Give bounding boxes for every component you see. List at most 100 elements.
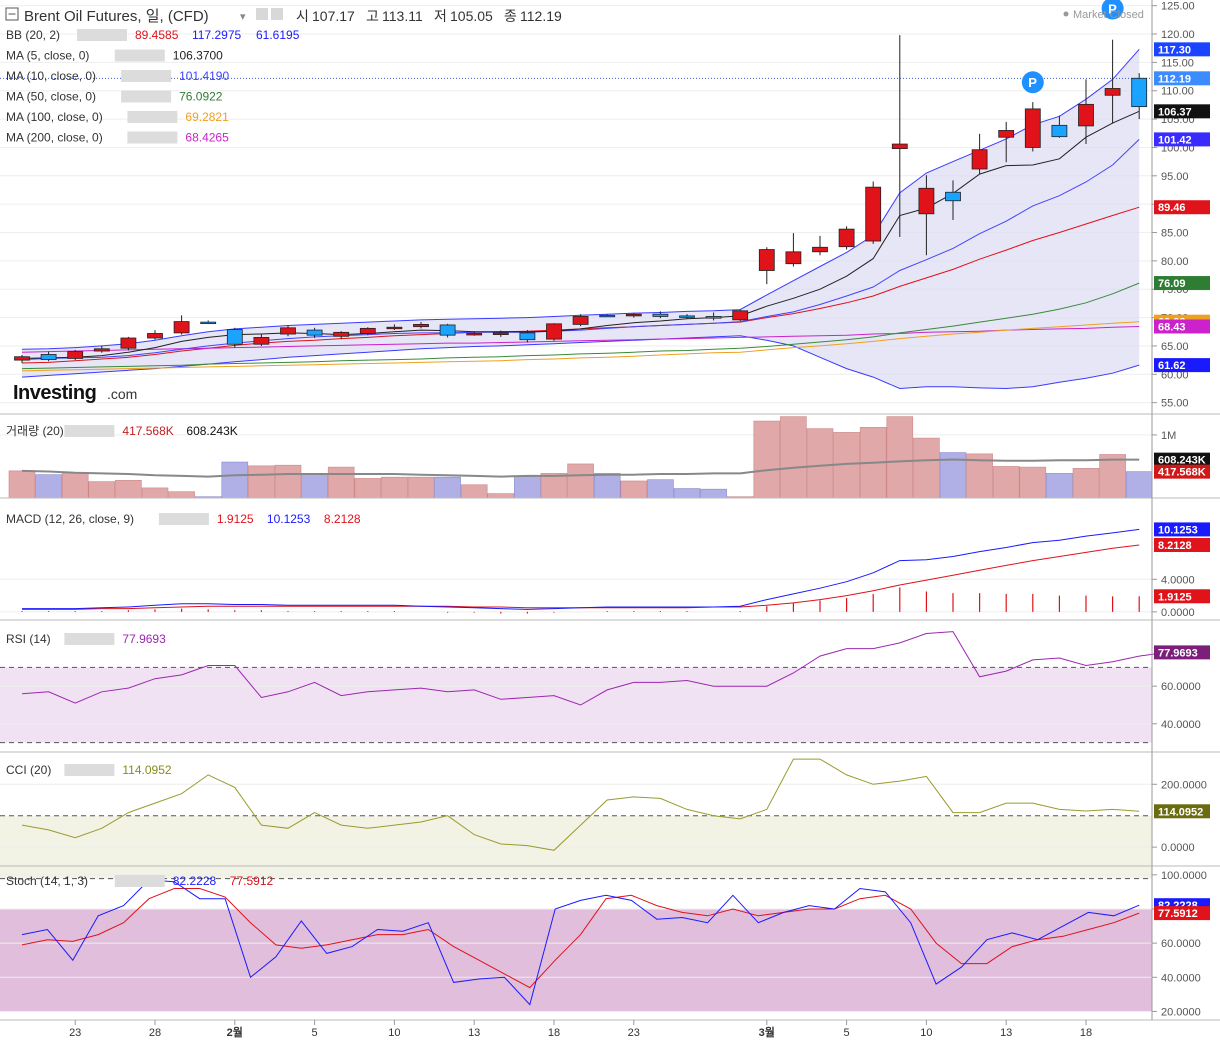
price-tag-2-text: 106.37 bbox=[1158, 106, 1192, 118]
symbol-dropdown-icon[interactable]: ▾ bbox=[240, 11, 246, 23]
candle bbox=[838, 226, 855, 250]
candle-body bbox=[519, 332, 536, 341]
macd-tag-1-bg bbox=[1154, 537, 1210, 552]
volume-bar bbox=[1019, 466, 1047, 499]
rsi-axis-tick-label-0: 60.0000 bbox=[1161, 681, 1201, 693]
pivot-marker-1[interactable]: P bbox=[1101, 0, 1124, 20]
candle-body bbox=[226, 329, 243, 345]
candle-body bbox=[945, 191, 961, 202]
candle bbox=[147, 330, 163, 340]
cci-tag-0-text: 114.0952 bbox=[1158, 806, 1203, 818]
price-legend-row-0-label: BB (20, 2) bbox=[6, 28, 60, 42]
pivot-marker-0[interactable]: P bbox=[1021, 71, 1044, 94]
cci-legend-label: CCI (20) bbox=[6, 763, 51, 777]
price-legend-row-0: BB (20, 2) 89.4585 117.2975 61.6195 bbox=[6, 28, 300, 42]
candle bbox=[679, 314, 695, 319]
price-legend-row-4-settings-icons[interactable] bbox=[127, 111, 178, 123]
candle bbox=[120, 336, 137, 351]
candle-body bbox=[1104, 88, 1121, 96]
candle bbox=[14, 355, 30, 363]
price-legend-row-5-settings-icons[interactable] bbox=[127, 131, 178, 144]
price-tag-0-bg bbox=[1154, 42, 1210, 57]
price-legend-row-2-label: MA (10, close, 0) bbox=[6, 69, 96, 83]
candle bbox=[546, 323, 562, 341]
pivot-marker-circle bbox=[1101, 0, 1124, 20]
collapse-icon[interactable] bbox=[5, 7, 19, 21]
volume-bar bbox=[700, 488, 727, 499]
candle bbox=[998, 121, 1015, 163]
price-legend-row-1-settings-icons[interactable] bbox=[114, 49, 165, 62]
candle bbox=[1051, 115, 1068, 138]
candle bbox=[812, 235, 828, 256]
ohlc-open-value: 107.17 bbox=[312, 8, 355, 24]
price-tag-0-text: 117.30 bbox=[1158, 44, 1191, 56]
macd-axis-tick-label-1: 0.0000 bbox=[1161, 607, 1195, 619]
price-legend-row-0-settings-icons[interactable] bbox=[77, 29, 127, 41]
candle bbox=[333, 331, 350, 340]
macd-tag-2-text: 1.9125 bbox=[1158, 591, 1192, 603]
eye-icon[interactable] bbox=[256, 8, 268, 20]
stoch-axis-tick-label-3: 40.0000 bbox=[1161, 972, 1201, 984]
x-tick-label-8: 3월 bbox=[759, 1025, 775, 1039]
header-settings-icons[interactable] bbox=[256, 8, 283, 20]
volume-bar bbox=[115, 480, 142, 499]
candle bbox=[572, 314, 589, 327]
volume-bar bbox=[780, 416, 807, 499]
x-tick-label-12: 18 bbox=[1080, 1027, 1092, 1039]
candle-body bbox=[918, 187, 935, 215]
candle-body bbox=[1024, 108, 1041, 148]
price-legend-row-0-value-0: 89.4585 bbox=[135, 28, 179, 42]
price-legend-row-1: MA (5, close, 0) 106.3700 bbox=[6, 49, 223, 63]
price-legend-row-4-label: MA (100, close, 0) bbox=[6, 110, 103, 124]
volume-tag-0: 608.243K bbox=[1154, 452, 1210, 467]
macd-legend-value-1: 10.1253 bbox=[267, 512, 311, 526]
volume-bar bbox=[35, 474, 62, 499]
candle-body bbox=[705, 316, 722, 319]
logo-brand: Investing bbox=[13, 382, 96, 404]
candle-body bbox=[439, 324, 456, 336]
volume-bar bbox=[1046, 473, 1073, 499]
volume-tag-1-text: 417.568K bbox=[1158, 467, 1206, 479]
candle-body bbox=[386, 326, 403, 330]
rsi-legend-settings-icons[interactable] bbox=[64, 633, 115, 645]
gear-icon[interactable] bbox=[271, 8, 283, 20]
price-legend-row-4-value-0: 69.2821 bbox=[185, 110, 229, 124]
ohlc-open-label: 시 bbox=[296, 8, 309, 24]
cci-legend-settings-icons[interactable] bbox=[64, 764, 115, 776]
price-tag-4-bg bbox=[1154, 200, 1210, 215]
stoch-axis-tick-label-2: 60.0000 bbox=[1161, 938, 1201, 950]
macd-legend-value-0: 1.9125 bbox=[217, 512, 254, 526]
price-axis-tick-label-13: 60.00 bbox=[1161, 369, 1189, 381]
volume-bar bbox=[620, 480, 648, 499]
candle bbox=[865, 181, 882, 244]
price-legend-row-1-value-0: 106.3700 bbox=[173, 49, 223, 63]
stoch-legend-settings-icons[interactable] bbox=[114, 875, 165, 887]
volume-bar bbox=[593, 473, 621, 499]
price-legend-row-3-settings-icons[interactable] bbox=[121, 90, 172, 103]
candle bbox=[280, 325, 296, 337]
volume-bar bbox=[647, 479, 674, 499]
volume-bar bbox=[248, 465, 275, 499]
volume-bar bbox=[434, 476, 461, 499]
volume-axis-tick-label-0: 1M bbox=[1161, 430, 1176, 442]
candle bbox=[93, 345, 110, 353]
price-legend-row-5-label: MA (200, close, 0) bbox=[6, 131, 103, 145]
price-tag-5: 76.09 bbox=[1154, 276, 1210, 291]
price-tag-8: 61.62 bbox=[1154, 358, 1210, 373]
price-legend-row-2-settings-icons[interactable] bbox=[121, 70, 172, 82]
price-axis-tick-label-3: 110.00 bbox=[1161, 86, 1194, 98]
candle bbox=[1024, 102, 1041, 152]
candle bbox=[705, 312, 722, 321]
price-axis-tick-label-0: 125.00 bbox=[1161, 1, 1195, 13]
bollinger-band-fill bbox=[22, 49, 1140, 389]
ohlc-high-label: 고 bbox=[366, 8, 379, 24]
price-axis-tick-label-2: 115.00 bbox=[1161, 57, 1194, 69]
volume-legend-settings-icons[interactable] bbox=[64, 425, 115, 437]
candle-body bbox=[333, 331, 350, 337]
macd-legend-settings-icons[interactable] bbox=[158, 513, 209, 525]
stoch-axis-tick-label-4: 20.0000 bbox=[1161, 1006, 1201, 1018]
price-tag-8-bg bbox=[1154, 358, 1210, 373]
volume-tag-1-bg bbox=[1154, 464, 1210, 479]
